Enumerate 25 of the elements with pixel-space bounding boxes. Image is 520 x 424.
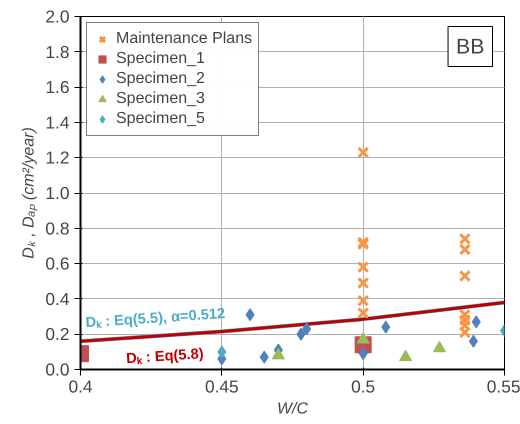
- x-tick-label: 0.55: [486, 376, 520, 396]
- y-axis-title: Dₖ , Dₐₚ (cm²/year): [20, 127, 38, 259]
- y-tick-label: 1.6: [45, 77, 70, 98]
- legend-label: Maintenance Plans: [116, 30, 252, 48]
- y-tick-label: 2.0: [45, 6, 70, 26]
- y-tick-label: 0.8: [45, 218, 70, 238]
- legend-label: Specimen_3: [116, 90, 205, 108]
- x-tick-label: 0.5: [351, 376, 376, 396]
- x-tick-label: 0.4: [68, 376, 93, 396]
- y-tick-label: 0.0: [45, 360, 70, 380]
- x-axis-title: W/C: [276, 400, 308, 418]
- y-tick-label: 1.8: [45, 42, 70, 62]
- y-tick-label: 1.2: [45, 148, 70, 168]
- y-tick-label: 0.6: [45, 254, 70, 274]
- series-label: Dₖ : Eq(5.8): [126, 346, 204, 368]
- legend-label: Specimen_1: [116, 50, 205, 68]
- text: BB: [456, 34, 484, 58]
- y-tick-label: 1.0: [45, 183, 70, 203]
- x-tick-label: 0.45: [204, 376, 239, 396]
- y-tick-label: 0.2: [45, 324, 70, 344]
- series-label: Dₖ : Eq(5.5), α=0.512: [85, 306, 226, 332]
- legend-label: Specimen_2: [116, 70, 205, 88]
- y-tick-label: 1.4: [45, 112, 70, 132]
- y-tick-label: 0.4: [45, 288, 70, 309]
- legend-label: Specimen_5: [116, 110, 205, 128]
